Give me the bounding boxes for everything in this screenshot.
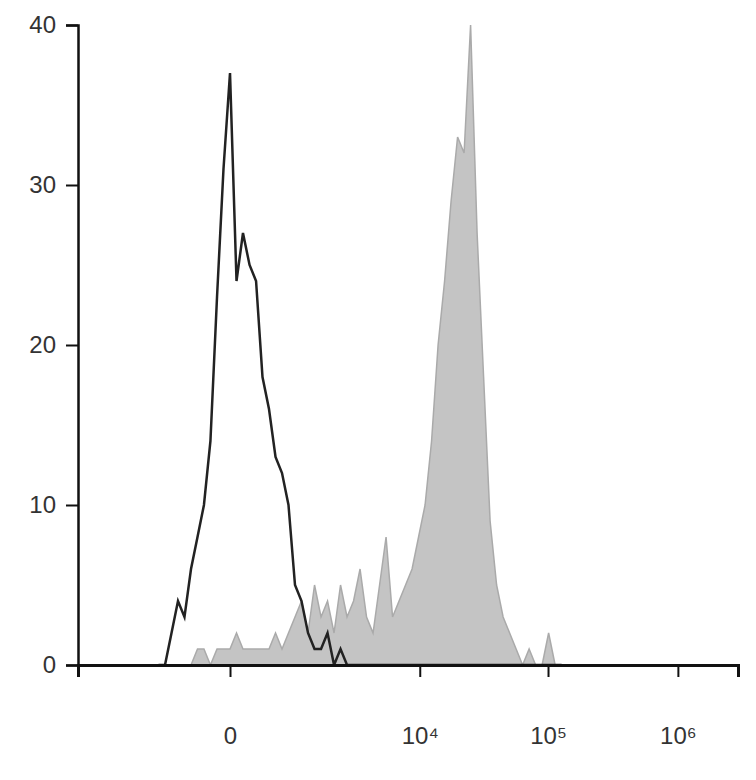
- y-tick-mark: [66, 505, 78, 507]
- histogram-line: [158, 73, 561, 665]
- histogram-area: [158, 25, 561, 665]
- x-tick-label: 10⁴: [402, 722, 439, 749]
- y-tick: 10: [29, 491, 78, 518]
- x-tick-label: 10⁶: [660, 722, 697, 749]
- x-tick: 0: [224, 665, 237, 749]
- x-tick-mark: [548, 665, 550, 677]
- y-tick-label: 20: [29, 331, 56, 358]
- y-tick-label: 40: [29, 11, 56, 38]
- y-tick-mark: [66, 345, 78, 347]
- y-tick: 0: [43, 651, 78, 678]
- y-axis: 0 10 20 30 40: [29, 11, 78, 678]
- x-tick: 10⁴: [402, 665, 439, 749]
- y-tick: 40: [29, 11, 78, 38]
- y-tick: 30: [29, 171, 78, 198]
- x-axis-line: [79, 666, 739, 678]
- y-axis-line: [66, 26, 79, 666]
- y-tick-mark: [66, 185, 78, 187]
- y-tick-mark: [66, 25, 78, 27]
- x-tick: 10⁵: [530, 665, 567, 749]
- y-tick: 20: [29, 331, 78, 358]
- x-tick-label: 10⁵: [530, 722, 567, 749]
- x-tick-mark: [419, 665, 421, 677]
- plot-area: [158, 25, 561, 665]
- y-tick-label: 30: [29, 171, 56, 198]
- x-tick: 10⁶: [660, 665, 697, 749]
- x-axis: 0 10⁴ 10⁵ 10⁶: [79, 665, 739, 749]
- y-tick-label: 10: [29, 491, 56, 518]
- x-tick-label: 0: [224, 722, 237, 749]
- x-tick-mark: [230, 665, 232, 677]
- y-tick-label: 0: [43, 651, 56, 678]
- x-tick-mark: [677, 665, 679, 677]
- chart: 0 10⁴ 10⁵ 10⁶ 0 10 20 30 40: [0, 0, 756, 780]
- y-tick-mark: [66, 665, 78, 667]
